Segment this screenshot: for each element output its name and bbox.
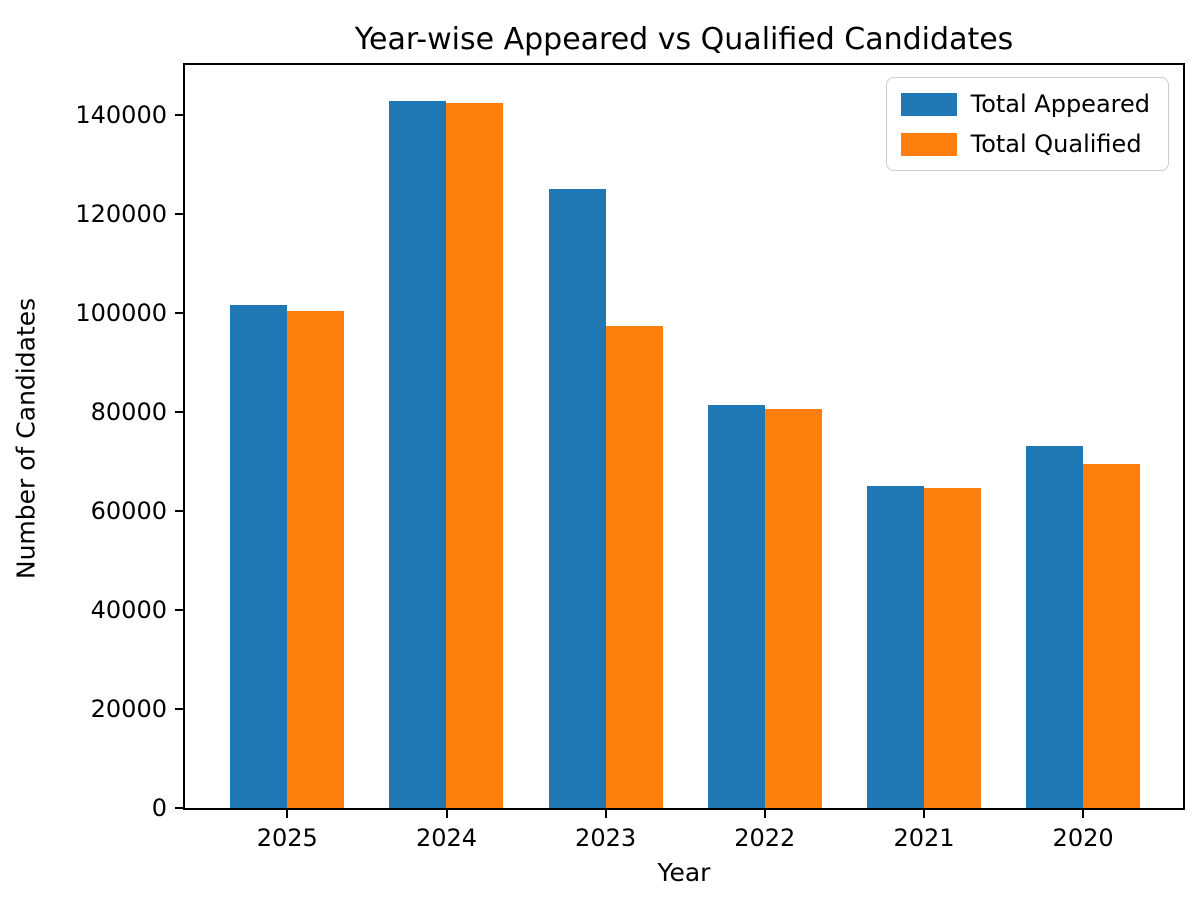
y-axis-label: Number of Candidates: [11, 297, 41, 580]
y-tick-mark: [175, 707, 183, 710]
legend: Total Appeared Total Qualified: [885, 77, 1169, 171]
bar-2020-qualified: [1083, 463, 1141, 808]
x-axis-label: Year: [657, 858, 711, 887]
y-tick-mark: [175, 509, 183, 512]
y-tick-label: 60000: [90, 496, 167, 525]
legend-label-qualified: Total Qualified: [970, 130, 1142, 158]
bar-2022-appeared: [707, 404, 765, 808]
y-tick-label: 140000: [75, 100, 167, 129]
y-tick-mark: [175, 113, 183, 116]
y-tick-mark: [175, 212, 183, 215]
y-tick-mark: [175, 311, 183, 314]
y-tick-label: 0: [151, 794, 167, 822]
legend-item-total-qualified: Total Qualified: [900, 130, 1150, 158]
bar-2024-qualified: [446, 102, 504, 808]
bar-2021-qualified: [923, 487, 981, 808]
x-tick-label: 2023: [575, 824, 637, 852]
y-tick-mark: [175, 608, 183, 611]
x-tick-mark: [763, 810, 766, 818]
y-tick-label: 120000: [75, 199, 167, 228]
bar-2025-qualified: [287, 311, 345, 808]
chart-title: Year-wise Appeared vs Qualified Candidat…: [354, 22, 1014, 57]
x-tick-mark: [1082, 810, 1085, 818]
y-tick-label: 80000: [90, 397, 167, 426]
bar-2025-appeared: [230, 305, 288, 808]
legend-swatch-appeared: [900, 92, 957, 116]
y-tick-mark: [175, 410, 183, 413]
x-tick-mark: [445, 810, 448, 818]
bar-2020-appeared: [1026, 445, 1084, 808]
legend-item-total-appeared: Total Appeared: [900, 90, 1150, 118]
x-tick-label: 2022: [734, 824, 796, 852]
plot-area: Total Appeared Total Qualified: [183, 63, 1185, 810]
y-tick-label: 100000: [75, 298, 167, 327]
y-tick-label: 40000: [90, 595, 167, 624]
x-tick-label: 2025: [256, 824, 318, 852]
legend-label-appeared: Total Appeared: [970, 90, 1150, 118]
x-tick-mark: [604, 810, 607, 818]
x-tick-mark: [286, 810, 289, 818]
x-tick-mark: [923, 810, 925, 818]
x-tick-label: 2024: [415, 824, 478, 852]
bar-2023-appeared: [548, 189, 606, 808]
y-tick-mark: [175, 807, 183, 809]
x-tick-label: 2020: [1052, 824, 1114, 852]
legend-swatch-qualified: [900, 132, 957, 156]
bar-2023-qualified: [605, 326, 663, 808]
y-tick-label: 20000: [90, 694, 167, 723]
x-tick-label: 2021: [893, 824, 955, 852]
bar-2022-qualified: [764, 408, 822, 808]
bar-2024-appeared: [389, 100, 447, 808]
bar-2021-appeared: [866, 485, 924, 808]
